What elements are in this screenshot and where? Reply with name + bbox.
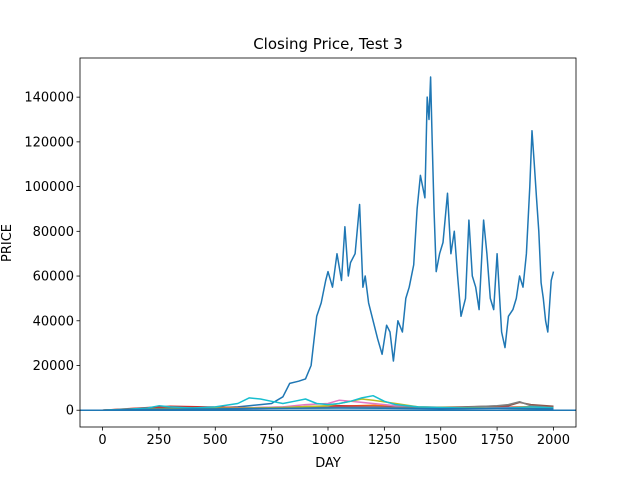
- series-layer: [102, 76, 555, 411]
- y-tick-label: 120000: [24, 135, 74, 150]
- series-line-11: [102, 407, 554, 411]
- y-tick-label: 140000: [24, 91, 74, 106]
- x-tick-label: 250: [146, 433, 171, 448]
- x-tick-label: 0: [98, 433, 106, 448]
- y-tick-label: 40000: [33, 314, 74, 329]
- series-line-1: [102, 76, 555, 411]
- x-tick-label: 1500: [424, 433, 457, 448]
- series-line-10: [102, 394, 554, 411]
- y-tick-label: 80000: [33, 225, 74, 240]
- x-tick-label: 1250: [368, 433, 401, 448]
- plot-frame: [79, 57, 577, 428]
- y-tick-label: 0: [66, 404, 74, 419]
- x-tick-label: 500: [203, 433, 228, 448]
- x-tick-label: 2000: [537, 433, 570, 448]
- y-tick-label: 60000: [33, 270, 74, 285]
- chart-title: Closing Price, Test 3: [253, 35, 403, 53]
- x-axis-title: DAY: [315, 456, 341, 471]
- x-tick-label: 1750: [481, 433, 514, 448]
- x-tick-label: 1000: [311, 433, 344, 448]
- x-axis-ticks: 0 250 500 750 1000 1250 1500 1750 2000: [98, 427, 570, 448]
- y-axis-ticks: 0 20000 40000 60000 80000 100000 120000 140000: [24, 91, 80, 419]
- y-tick-label: 20000: [33, 359, 74, 374]
- y-axis-title: PRICE: [0, 224, 15, 262]
- x-tick-label: 750: [259, 433, 284, 448]
- y-tick-label: 100000: [24, 180, 74, 195]
